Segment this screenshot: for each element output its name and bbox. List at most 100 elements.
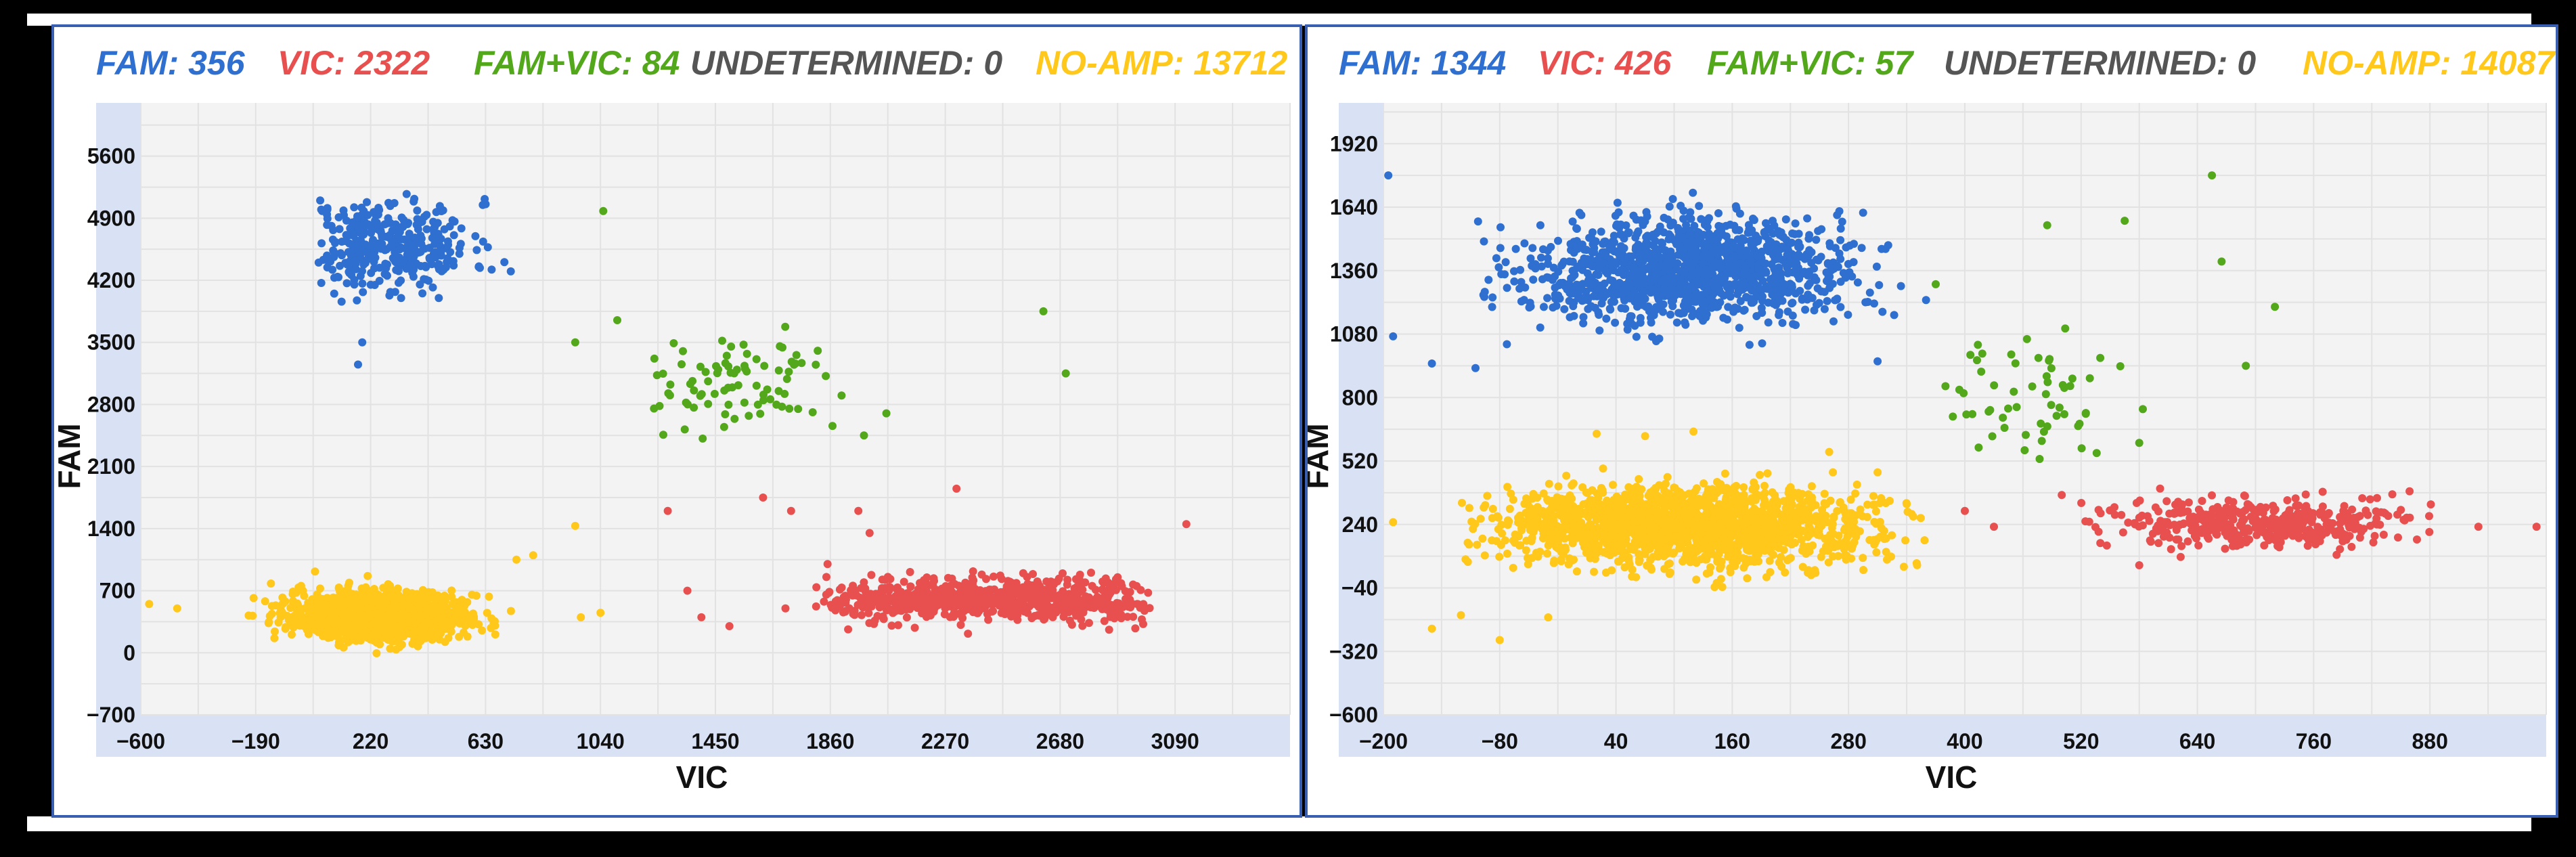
point-fam-vic <box>760 361 769 370</box>
point-no-amp <box>1903 500 1911 508</box>
point-no-amp <box>1850 538 1859 547</box>
point-vic <box>1036 602 1044 611</box>
point-no-amp <box>434 632 443 640</box>
point-vic <box>1115 599 1124 608</box>
point-vic <box>823 560 832 569</box>
point-vic <box>2394 533 2402 542</box>
point-no-amp <box>1771 542 1780 550</box>
point-fam <box>353 212 361 221</box>
point-no-amp <box>1545 479 1553 488</box>
x-tick-label: −600 <box>116 729 165 753</box>
point-no-amp <box>1615 557 1623 566</box>
point-no-amp <box>1668 523 1676 531</box>
point-vic <box>973 605 981 613</box>
legend-undetermined: UNDETERMINED: 0 <box>690 44 1002 82</box>
point-no-amp <box>1665 559 1674 568</box>
point-no-amp <box>392 645 401 654</box>
point-no-amp <box>1817 552 1825 561</box>
x-tick-label: 1860 <box>806 729 854 753</box>
point-no-amp <box>1679 501 1688 509</box>
point-no-amp <box>1481 501 1490 510</box>
point-no-amp <box>1689 531 1698 540</box>
point-fam <box>392 256 400 265</box>
point-no-amp <box>1531 504 1540 513</box>
point-vic <box>2405 487 2414 496</box>
point-vic <box>1085 619 1093 628</box>
point-no-amp <box>1752 496 1760 504</box>
point-fam <box>376 228 385 237</box>
point-no-amp <box>1590 567 1598 576</box>
point-no-amp <box>1574 522 1582 531</box>
point-no-amp <box>1586 550 1595 558</box>
point-vic <box>2148 529 2157 538</box>
point-no-amp <box>1753 533 1762 542</box>
point-fam-vic <box>814 347 822 355</box>
point-no-amp <box>1769 517 1777 525</box>
point-vic <box>946 613 954 621</box>
point-vic <box>1990 523 1998 531</box>
point-no-amp <box>1718 544 1727 552</box>
point-no-amp <box>1834 542 1842 550</box>
point-vic <box>2426 500 2435 509</box>
y-tick-label: −600 <box>1329 703 1378 727</box>
point-vic <box>1117 582 1126 590</box>
point-vic <box>1047 611 1056 620</box>
point-no-amp <box>468 590 476 599</box>
point-vic <box>2294 509 2303 518</box>
point-vic <box>2397 506 2405 514</box>
point-no-amp <box>371 609 380 618</box>
point-vic <box>2228 542 2237 550</box>
point-no-amp <box>1458 498 1466 507</box>
point-no-amp <box>1463 538 1472 547</box>
point-fam <box>435 260 443 269</box>
point-vic <box>2272 525 2281 534</box>
point-no-amp <box>1582 544 1591 552</box>
point-no-amp <box>1869 491 1878 500</box>
point-no-amp <box>506 607 515 615</box>
x-tick-label: 280 <box>1831 729 1867 753</box>
point-fam <box>373 209 382 218</box>
point-vic <box>881 575 890 584</box>
point-vic <box>2238 517 2246 525</box>
point-no-amp <box>1682 514 1691 523</box>
point-no-amp <box>438 614 447 623</box>
y-tick-label: −40 <box>1341 576 1378 600</box>
point-no-amp <box>356 609 365 618</box>
point-no-amp <box>1615 498 1624 506</box>
point-no-amp <box>1553 493 1561 502</box>
point-fam <box>363 211 372 219</box>
point-vic <box>956 621 965 630</box>
point-no-amp <box>1916 514 1925 523</box>
point-fam-vic <box>784 368 793 376</box>
point-vic <box>1008 592 1017 601</box>
point-vic <box>983 589 992 598</box>
point-fam <box>324 257 333 266</box>
point-vic <box>822 573 830 581</box>
point-vic <box>865 529 874 537</box>
point-vic <box>876 597 885 606</box>
legend-fam-vic: FAM+VIC: 57 <box>1707 44 1914 82</box>
point-vic <box>2384 512 2393 521</box>
point-vic <box>1023 573 1031 581</box>
point-no-amp <box>1759 528 1768 537</box>
point-vic <box>2222 503 2231 512</box>
point-no-amp <box>1712 489 1721 498</box>
point-vic <box>2240 491 2249 500</box>
point-fam <box>384 214 393 223</box>
point-vic <box>2301 504 2309 512</box>
point-vic <box>2311 540 2320 548</box>
point-vic <box>1091 586 1100 594</box>
point-fam-vic <box>730 414 739 423</box>
point-vic <box>958 614 967 622</box>
point-fam <box>487 265 496 274</box>
legend-fam: FAM: 356 <box>96 44 246 82</box>
point-no-amp <box>367 596 376 605</box>
point-vic <box>997 609 1006 617</box>
point-fam <box>355 248 363 257</box>
point-fam <box>358 279 367 288</box>
point-no-amp <box>409 628 418 637</box>
point-vic <box>867 571 876 579</box>
point-fam-vic <box>664 389 673 397</box>
point-vic <box>2238 508 2247 517</box>
point-vic <box>2118 528 2127 537</box>
